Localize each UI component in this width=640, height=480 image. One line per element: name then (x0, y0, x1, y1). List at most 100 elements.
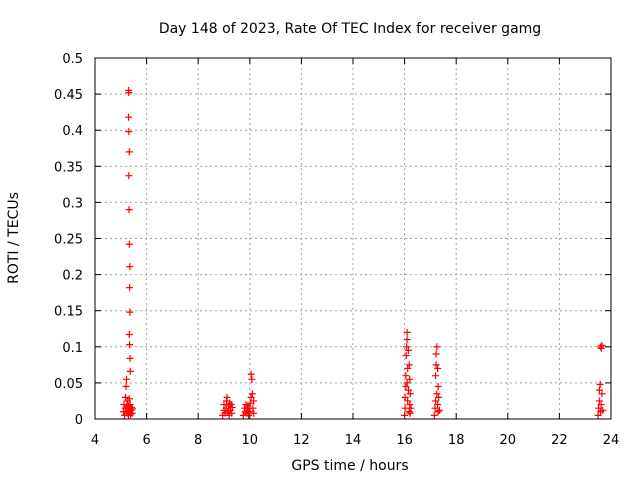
data-point (401, 411, 409, 419)
data-point (125, 128, 133, 136)
data-point (433, 343, 441, 351)
data-point (126, 341, 134, 349)
data-point (406, 375, 414, 383)
data-point (246, 408, 254, 416)
chart-title: Day 148 of 2023, Rate Of TEC Index for r… (159, 21, 541, 37)
data-point (432, 361, 440, 369)
data-point (126, 284, 134, 292)
data-point (432, 372, 440, 380)
data-point (597, 401, 605, 409)
data-point (430, 411, 438, 419)
y-tick-label: 0 (75, 413, 83, 428)
data-point (594, 411, 602, 419)
y-axis-ticks: 0 0.05 0.1 0.15 0.2 0.25 0.3 0.35 0.4 0.45 0.5 (54, 52, 611, 428)
data-point (403, 328, 411, 336)
data-point (401, 393, 409, 401)
data-point (249, 404, 257, 412)
data-point (404, 397, 412, 405)
data-point (431, 404, 439, 412)
data-point (434, 408, 442, 416)
data-point (405, 408, 413, 416)
data-point (403, 379, 411, 387)
data-point (407, 404, 415, 412)
data-point (406, 409, 414, 417)
data-point (434, 364, 442, 372)
y-tick-label: 0.45 (54, 88, 83, 103)
data-point (125, 331, 133, 339)
data-point (401, 404, 409, 412)
y-tick-label: 0.1 (62, 341, 83, 356)
data-point (434, 401, 442, 409)
data-point (128, 405, 136, 413)
x-tick-label: 24 (603, 433, 620, 448)
y-axis-label: ROTI / TECUs (6, 192, 22, 284)
data-point (226, 399, 234, 407)
data-point (402, 383, 410, 391)
data-point (126, 367, 134, 375)
data-point (598, 390, 606, 398)
data-point (250, 397, 258, 405)
data-point (435, 393, 443, 401)
data-point (248, 390, 256, 398)
data-point (220, 401, 228, 409)
data-point (405, 361, 413, 369)
data-point (126, 263, 134, 271)
data-points (119, 86, 607, 419)
data-point (122, 383, 130, 391)
data-point (596, 380, 604, 388)
data-point (404, 346, 412, 354)
data-point (228, 403, 236, 411)
x-tick-label: 18 (448, 433, 465, 448)
data-point (403, 343, 411, 351)
data-point (122, 375, 130, 383)
x-tick-label: 12 (293, 433, 310, 448)
x-axis-label: GPS time / hours (291, 458, 408, 474)
data-point (598, 341, 606, 349)
y-tick-label: 0.05 (54, 377, 83, 392)
data-point (406, 390, 414, 398)
data-point (403, 336, 411, 344)
data-point (125, 240, 133, 248)
data-point (125, 206, 133, 214)
data-point (223, 393, 231, 401)
data-point (434, 383, 442, 391)
y-tick-label: 0.25 (54, 233, 83, 248)
grid-lines (95, 58, 611, 419)
data-point (433, 390, 441, 398)
x-tick-label: 14 (345, 433, 362, 448)
data-point (250, 409, 258, 417)
data-point (125, 113, 133, 121)
x-tick-label: 6 (142, 433, 150, 448)
data-point (126, 308, 134, 316)
y-tick-label: 0.5 (62, 52, 83, 67)
data-point (435, 406, 443, 414)
data-point (125, 89, 133, 97)
y-tick-label: 0.15 (54, 305, 83, 320)
data-point (247, 370, 255, 378)
data-point (595, 386, 603, 394)
data-point (125, 148, 133, 156)
data-point (406, 401, 414, 409)
data-point (402, 351, 410, 359)
data-point (402, 372, 410, 380)
data-point (248, 375, 256, 383)
data-point (125, 395, 133, 403)
data-point (595, 404, 603, 412)
x-tick-label: 4 (91, 433, 99, 448)
x-tick-label: 16 (396, 433, 413, 448)
y-tick-label: 0.3 (62, 196, 83, 211)
x-tick-label: 22 (551, 433, 568, 448)
x-tick-label: 8 (194, 433, 202, 448)
y-tick-label: 0.2 (62, 269, 83, 284)
data-point (595, 397, 603, 405)
y-tick-label: 0.4 (62, 124, 83, 139)
data-point (432, 397, 440, 405)
data-point (599, 406, 607, 414)
data-point (432, 350, 440, 358)
plot-frame (94, 57, 612, 420)
data-point (245, 411, 253, 419)
data-point (121, 393, 129, 401)
x-tick-label: 20 (500, 433, 517, 448)
